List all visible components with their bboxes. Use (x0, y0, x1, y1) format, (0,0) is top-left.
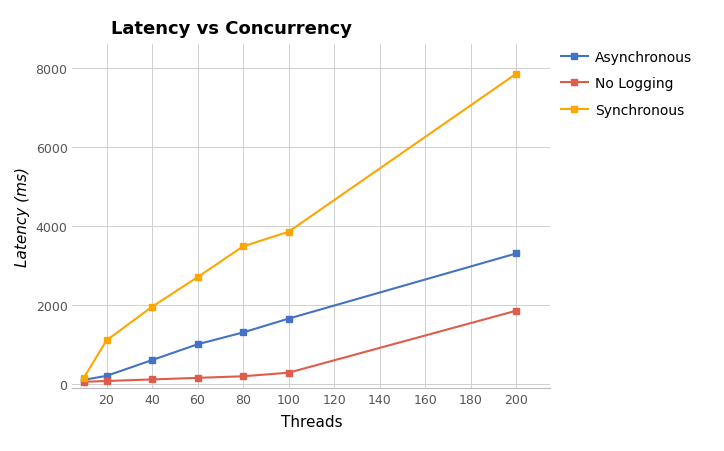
Synchronous (239, 244, 248, 249)
Text: Latency vs Concurrency: Latency vs Concurrency (111, 20, 352, 38)
Asynchronous (239, 330, 248, 336)
Synchronous (193, 275, 202, 280)
Asynchronous (102, 373, 111, 379)
No Logging (148, 377, 156, 382)
Line: No Logging: No Logging (80, 308, 520, 386)
No Logging (193, 375, 202, 381)
Y-axis label: Latency (ms): Latency (ms) (15, 166, 30, 267)
Synchronous (148, 304, 156, 310)
Synchronous (285, 230, 293, 235)
No Logging (285, 370, 293, 376)
Asynchronous (512, 251, 521, 257)
Asynchronous (193, 342, 202, 347)
No Logging (80, 379, 88, 385)
X-axis label: Threads: Threads (280, 414, 342, 429)
Legend: Asynchronous, No Logging, Synchronous: Asynchronous, No Logging, Synchronous (555, 45, 698, 123)
Asynchronous (285, 316, 293, 322)
Line: Synchronous: Synchronous (80, 71, 520, 382)
No Logging (512, 308, 521, 314)
Asynchronous (80, 377, 88, 383)
No Logging (102, 378, 111, 384)
No Logging (239, 374, 248, 379)
Synchronous (102, 338, 111, 343)
Synchronous (512, 72, 521, 78)
Synchronous (80, 375, 88, 381)
Asynchronous (148, 358, 156, 363)
Line: Asynchronous: Asynchronous (80, 250, 520, 383)
